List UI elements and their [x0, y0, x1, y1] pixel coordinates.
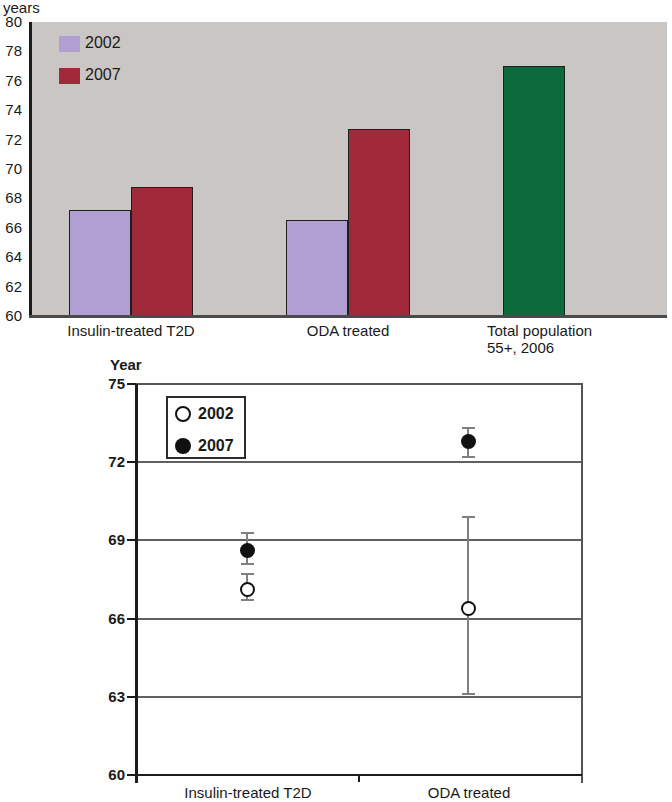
- x-category-label-0: Insulin-treated T2D: [138, 784, 358, 801]
- legend-marker-2007-icon: [175, 438, 191, 454]
- y-tick-label-72: 72: [88, 454, 125, 470]
- legend-label-2002: 2002: [198, 405, 234, 423]
- legend-box: 2002 2007: [166, 396, 246, 459]
- y-tick-label-66: 66: [88, 611, 125, 627]
- error-cap-top-2002-1: [462, 516, 475, 518]
- scatter-point-2002-0: [240, 582, 255, 597]
- error-cap-top-2007-1: [462, 427, 475, 429]
- scatter-chart-layers: 75 72 69 66 63 60 2002 2007 Insulin-treated T2DO…: [0, 0, 672, 802]
- gridline-66: [136, 618, 583, 620]
- gridline-69: [136, 539, 583, 541]
- error-cap-top-2002-0: [241, 573, 254, 575]
- legend-label-2007: 2007: [198, 437, 234, 455]
- scatter-point-2007-1: [461, 434, 476, 449]
- error-cap-bottom-2007-1: [462, 456, 475, 458]
- scatter-point-2002-1: [461, 601, 476, 616]
- error-cap-bottom-2007-0: [241, 563, 254, 565]
- figure-page: years 807876747270686664626020022007Insu…: [0, 0, 672, 802]
- y-tick-label-69: 69: [88, 532, 125, 548]
- gridline-63: [136, 696, 583, 698]
- x-mid-tick: [358, 775, 360, 782]
- legend-marker-2002-icon: [175, 406, 191, 422]
- y-tick-label-60: 60: [88, 767, 125, 783]
- gridline-72: [136, 461, 583, 463]
- plot-right-border: [581, 384, 583, 783]
- error-cap-bottom-2002-1: [462, 693, 475, 695]
- error-cap-top-2007-0: [241, 532, 254, 534]
- y-tick-label-75: 75: [88, 376, 125, 392]
- scatter-point-2007-0: [240, 543, 255, 558]
- x-category-label-1: ODA treated: [359, 784, 579, 801]
- y-tick-label-63: 63: [88, 689, 125, 705]
- scatter-chart: Year 75726966636020022007Insulin-treated…: [0, 350, 672, 802]
- gridline-75: [136, 383, 583, 385]
- error-cap-bottom-2002-0: [241, 599, 254, 601]
- y-axis-line: [135, 384, 138, 783]
